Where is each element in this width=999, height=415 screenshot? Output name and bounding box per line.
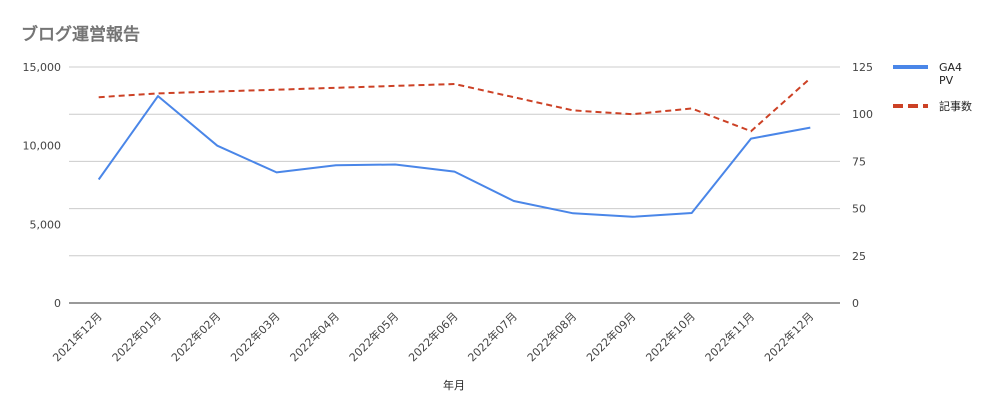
left-axis-ticks: 0 5,000 10,000 15,000: [23, 61, 62, 310]
x-tick-label: 2022年08月: [524, 309, 579, 364]
y-right-tick-label: 75: [852, 155, 866, 168]
x-tick-label: 2022年03月: [228, 309, 283, 364]
series-lines: [97, 77, 811, 218]
x-tick-label: 2022年01月: [109, 309, 164, 364]
legend-label: GA4: [939, 61, 962, 74]
y-right-tick-label: 125: [852, 61, 873, 74]
y-right-tick-label: 0: [852, 297, 859, 310]
x-tick-label: 2022年05月: [346, 309, 401, 364]
gridlines: [69, 66, 840, 257]
x-tick-label: 2022年09月: [583, 309, 638, 364]
legend-label: PV: [939, 74, 954, 87]
x-tick-label: 2022年12月: [761, 309, 816, 364]
legend-label: 記事数: [939, 99, 972, 113]
y-right-tick-label: 50: [852, 203, 866, 216]
x-axis-title: 年月: [443, 378, 465, 392]
series-line: [97, 95, 811, 218]
y-left-tick-label: 10,000: [23, 140, 62, 153]
right-axis-ticks: 0 25 50 75 100 125: [852, 61, 873, 310]
series-line: [98, 77, 811, 133]
y-right-tick-label: 25: [852, 250, 866, 263]
x-tick-label: 2021年12月: [50, 309, 105, 364]
x-tick-label: 2022年06月: [405, 309, 460, 364]
x-tick-label: 2022年11月: [702, 309, 757, 364]
x-tick-label: 2022年04月: [287, 309, 342, 364]
x-tick-label: 2022年02月: [168, 309, 223, 364]
y-right-tick-label: 100: [852, 108, 873, 121]
x-tick-label: 2022年10月: [643, 309, 698, 364]
x-axis-ticks: 2021年12月 2022年01月 2022年02月 2022年03月 2022年04月…: [50, 309, 817, 364]
x-tick-label: 2022年07月: [465, 309, 520, 364]
chart-title: ブログ運営報告: [21, 25, 140, 45]
y-left-tick-label: 5,000: [30, 218, 62, 231]
y-left-tick-label: 15,000: [23, 61, 62, 74]
y-left-tick-label: 0: [54, 297, 61, 310]
